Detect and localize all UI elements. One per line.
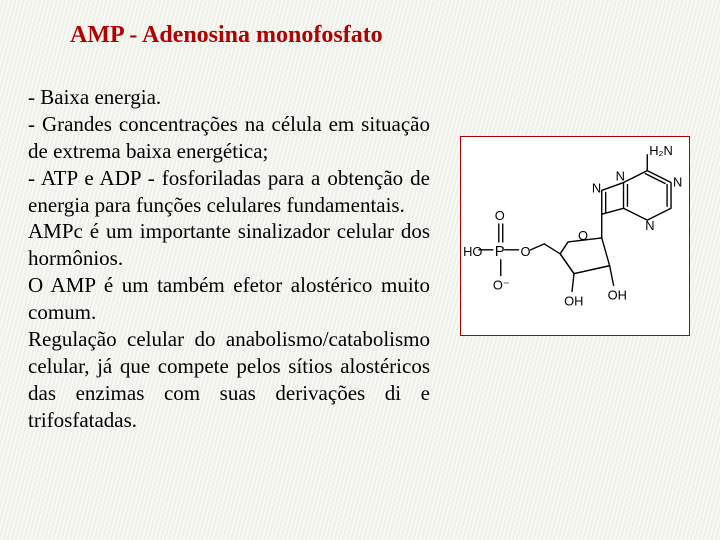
- label-oh: OH: [564, 293, 583, 308]
- label-o: O: [521, 244, 531, 259]
- label-n: N: [616, 169, 625, 184]
- molecule-figure: H₂N N N N N O OH OH O P O O⁻: [460, 136, 690, 336]
- body-line: O AMP é um também efetor alostérico muit…: [28, 272, 430, 326]
- body-line: - Grandes concentrações na célula em sit…: [28, 111, 430, 165]
- label-o-ring: O: [578, 228, 588, 243]
- label-n: N: [673, 175, 682, 190]
- label-nh2: H₂N: [649, 143, 673, 158]
- label-n: N: [645, 218, 654, 233]
- label-o-minus: O⁻: [493, 277, 510, 292]
- label-n: N: [592, 180, 601, 195]
- label-p: P: [495, 244, 505, 260]
- label-ho: HO: [463, 244, 482, 259]
- amp-structure-icon: H₂N N N N N O OH OH O P O O⁻: [461, 137, 689, 335]
- body-line: AMPc é um importante sinalizador celular…: [28, 218, 430, 272]
- slide-title: AMP - Adenosina monofosfato: [70, 22, 383, 49]
- label-o-dbl: O: [495, 208, 505, 223]
- body-text: - Baixa energia. - Grandes concentrações…: [28, 84, 430, 433]
- body-line: - Baixa energia.: [28, 84, 430, 111]
- body-line: - ATP e ADP - fosforiladas para a obtenç…: [28, 165, 430, 219]
- label-oh: OH: [608, 287, 627, 302]
- body-line: Regulação celular do anabolismo/cataboli…: [28, 326, 430, 434]
